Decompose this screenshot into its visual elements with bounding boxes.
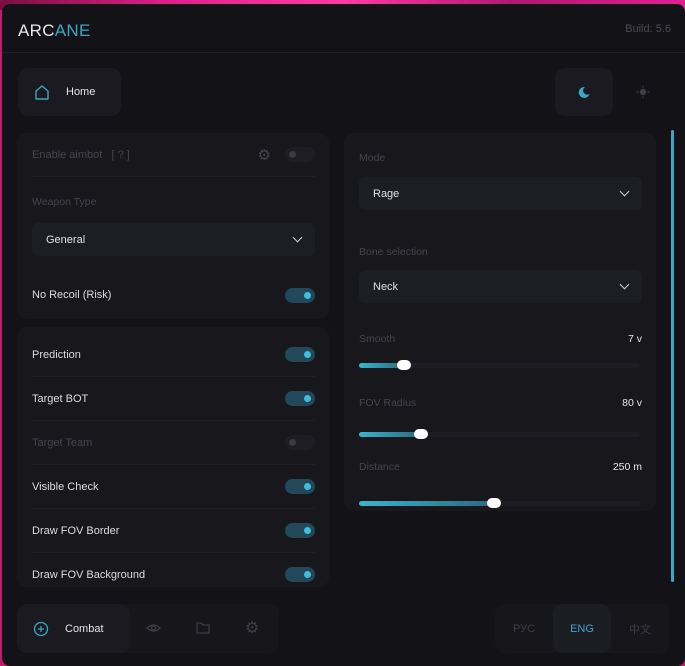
sun-icon [636,85,650,99]
language-option[interactable]: 中文 [629,623,651,636]
option-toggle[interactable] [285,567,315,582]
light-theme-button[interactable] [614,68,672,116]
option-row: Prediction [32,333,315,377]
slider-label: FOV Radius [359,397,417,409]
weapon-type-dropdown[interactable]: General [32,223,315,256]
slider-fill [359,501,494,506]
settings-tab[interactable]: ⚙ [245,618,259,638]
option-toggle[interactable] [285,479,315,494]
language-option[interactable]: РУС [512,622,536,635]
gear-icon[interactable]: ⚙ [257,146,271,164]
logo-accent-text: ANE [54,21,91,40]
option-row: Draw FOV Background [32,553,315,587]
aimbot-panel: Enable aimbot [ ? ] ⚙ Weapon Type Genera… [17,133,329,319]
folder-icon [196,622,210,634]
bone-selection-value: Neck [373,280,399,293]
eye-icon [146,624,161,632]
help-link[interactable]: [ ? ] [111,148,130,161]
option-label: Draw FOV Background [32,568,146,581]
language-switcher: РУС ENG 中文 [495,604,669,653]
option-label: Target BOT [32,392,89,405]
no-recoil-row: No Recoil (Risk) [32,273,315,317]
chevron-down-icon [292,232,303,243]
language-option[interactable]: ENG [553,604,611,653]
combat-tab[interactable]: Combat [17,604,130,653]
logo-text: ARC [18,21,55,40]
bottom-nav: Combat ⚙ [17,604,279,653]
logo: ARCANE [18,21,91,41]
moon-icon [578,86,590,98]
gear-icon: ⚙ [245,620,260,637]
option-toggle[interactable] [285,523,315,538]
mode-label: Mode [359,152,386,164]
option-label: Draw FOV Border [32,524,120,537]
option-label: Target Team [32,436,93,449]
slider-value: 80 v [622,397,642,409]
weapon-type-label: Weapon Type [32,196,97,208]
build-version: Build: 5.6 [625,23,671,35]
enable-aimbot-row: Enable aimbot [ ? ] ⚙ [32,133,315,177]
chevron-down-icon [619,279,630,290]
slider-track[interactable] [359,498,640,508]
scrollbar[interactable] [671,130,674,582]
option-row: Visible Check [32,465,315,509]
weapon-type-value: General [46,233,86,246]
home-label: Home [66,86,96,98]
no-recoil-toggle[interactable] [285,287,315,303]
option-row: Target Team [32,421,315,465]
slider-handle[interactable] [486,498,501,508]
chevron-down-icon [619,186,630,197]
option-toggle[interactable] [285,347,315,362]
header-divider [2,52,685,53]
bone-selection-dropdown[interactable]: Neck [359,270,642,303]
slider-handle[interactable] [413,429,428,439]
mode-dropdown[interactable]: Rage [359,177,642,210]
crosshair-icon [33,621,49,636]
option-toggle[interactable] [285,435,315,450]
slider-fill [359,432,421,437]
slider-label: Distance [359,461,400,473]
home-button[interactable]: Home [18,68,121,116]
combat-label: Combat [65,622,104,635]
slider-track[interactable] [359,429,640,439]
mode-value: Rage [373,187,400,200]
visuals-tab[interactable] [145,620,162,636]
slider-handle[interactable] [396,360,411,370]
home-icon [35,84,49,100]
slider-value: 7 v [627,333,642,345]
no-recoil-label: No Recoil (Risk) [32,289,112,301]
configs-tab[interactable] [195,620,211,636]
enable-aimbot-label: Enable aimbot [32,148,103,161]
option-row: Target BOT [32,377,315,421]
enable-aimbot-toggle[interactable] [285,147,315,162]
app-window: ARCANE Build: 5.6 Home Enable aimbot [ ?… [2,4,685,666]
slider-fill [359,363,404,368]
slider-track[interactable] [359,360,640,370]
settings-panel: Mode Rage Bone selection Neck Smooth 7 v… [344,133,656,511]
slider-label: Smooth [359,333,396,345]
bone-selection-label: Bone selection [359,246,428,258]
slider-value: 250 m [612,461,642,473]
option-label: Visible Check [32,480,99,493]
options-panel: Prediction Target BOT Target Team Visible C… [17,327,329,587]
option-label: Prediction [32,348,81,361]
option-toggle[interactable] [285,391,315,406]
dark-theme-button[interactable] [555,68,613,116]
option-row: Draw FOV Border [32,509,315,553]
